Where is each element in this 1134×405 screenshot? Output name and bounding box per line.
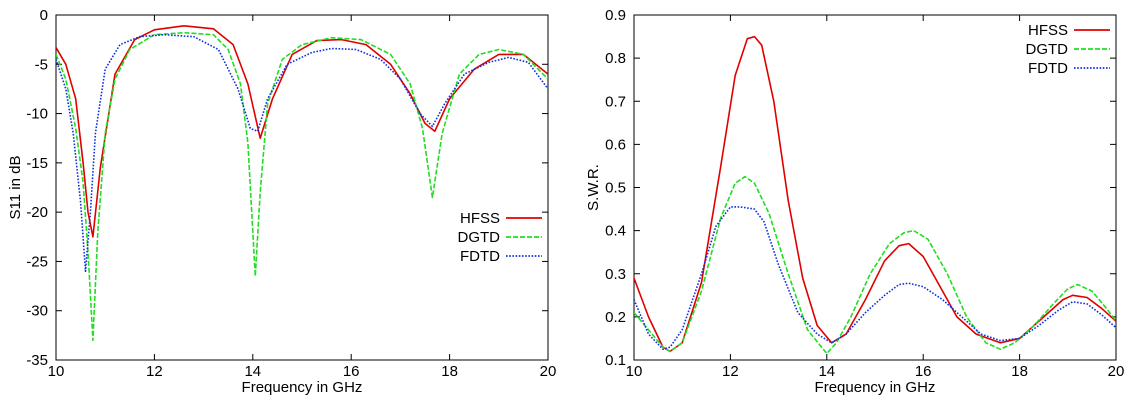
x-axis-label: Frequency in GHz bbox=[242, 379, 363, 396]
y-tick-label: -30 bbox=[26, 303, 48, 320]
x-tick-label: 18 bbox=[1011, 363, 1028, 380]
x-tick-label: 16 bbox=[915, 363, 932, 380]
x-axis-label: Frequency in GHz bbox=[815, 379, 936, 396]
y-tick-label: -35 bbox=[26, 352, 48, 369]
y-tick-label: 0.4 bbox=[605, 223, 626, 240]
series-line-dgtd bbox=[634, 175, 1116, 355]
x-tick-label: 10 bbox=[48, 363, 65, 380]
x-tick-label: 12 bbox=[146, 363, 163, 380]
y-tick-label: 0.9 bbox=[605, 7, 626, 24]
y-tick-label: -15 bbox=[26, 155, 48, 172]
y-axis-label: S11 in dB bbox=[7, 156, 24, 220]
series-line-dgtd bbox=[56, 31, 548, 342]
x-tick-label: 20 bbox=[540, 363, 557, 380]
y-tick-label: 0.7 bbox=[605, 93, 626, 110]
y-axis-label: S.W.R. bbox=[585, 164, 602, 211]
series-line-hfss bbox=[56, 25, 548, 238]
x-tick-label: 14 bbox=[244, 363, 261, 380]
x-tick-label: 20 bbox=[1108, 363, 1125, 380]
chart-panel-1: 10 12 14 16 18 20 0 -5 -10 -15 -20 -25 -30 -35 Frequen… bbox=[7, 7, 556, 396]
y-tick-label: 0 bbox=[40, 7, 48, 24]
chart-panel-2: 10 12 14 16 18 20 0.1 0.2 0.3 0.4 0.5 0.6 0.7 0.8 0.9 F… bbox=[585, 7, 1124, 396]
x-tick-label: 18 bbox=[441, 363, 458, 380]
y-tick-label: -25 bbox=[26, 253, 48, 270]
y-tick-label: 0.1 bbox=[605, 352, 626, 369]
x-tick-label: 10 bbox=[626, 363, 643, 380]
plot-frame bbox=[55, 14, 549, 361]
y-tick-label: -10 bbox=[26, 106, 48, 123]
legend-label-fdtd: FDTD bbox=[1028, 60, 1068, 77]
y-tick-label: -5 bbox=[35, 56, 48, 73]
x-tick-label: 14 bbox=[818, 363, 835, 380]
y-tick-label: 0.3 bbox=[605, 266, 626, 283]
legend-label-hfss: HFSS bbox=[1028, 22, 1068, 39]
y-tick-label: 0.6 bbox=[605, 136, 626, 153]
y-tick-label: -20 bbox=[26, 204, 48, 221]
legend-label-hfss: HFSS bbox=[460, 210, 500, 227]
legend-label-dgtd: DGTD bbox=[1026, 41, 1069, 58]
legend-label-dgtd: DGTD bbox=[458, 229, 501, 246]
series-line-fdtd bbox=[634, 206, 1116, 350]
legend-label-fdtd: FDTD bbox=[460, 248, 500, 265]
x-tick-label: 16 bbox=[343, 363, 360, 380]
y-tick-label: 0.2 bbox=[605, 309, 626, 326]
y-tick-label: 0.5 bbox=[605, 180, 626, 197]
y-tick-label: 0.8 bbox=[605, 50, 626, 67]
x-tick-label: 12 bbox=[722, 363, 739, 380]
